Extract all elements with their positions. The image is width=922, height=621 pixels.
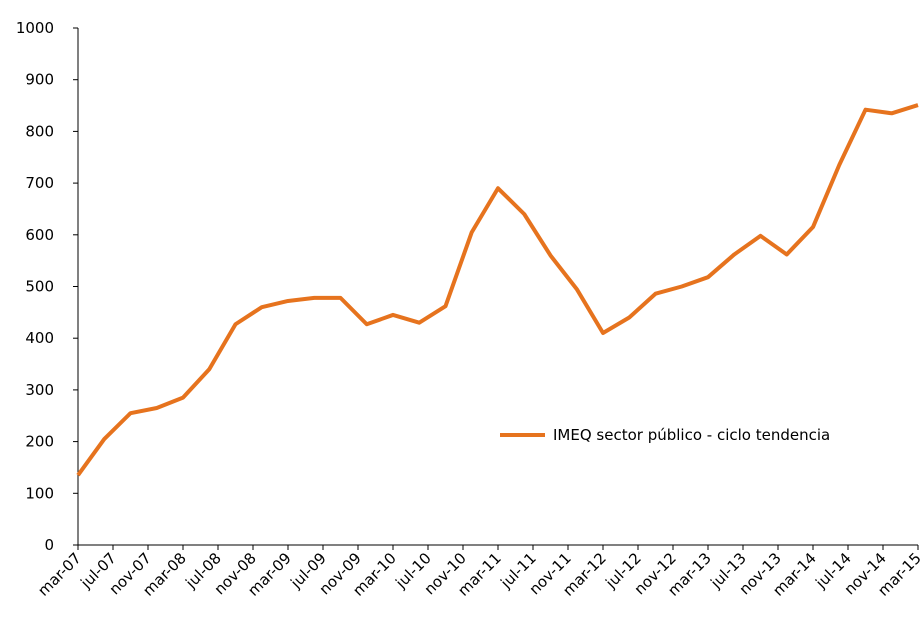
y-tick-label: 800 (25, 122, 54, 140)
legend-label: IMEQ sector público - ciclo tendencia (553, 426, 830, 444)
y-tick-label: 900 (25, 71, 54, 89)
y-tick-label: 300 (25, 381, 54, 399)
y-tick-label: 400 (25, 329, 54, 347)
y-tick-label: 200 (25, 433, 54, 451)
x-tick-label: mar-07 (34, 549, 85, 600)
y-tick-label: 100 (25, 484, 54, 502)
y-tick-label: 600 (25, 226, 54, 244)
y-tick-label: 1000 (16, 19, 54, 37)
y-tick-label: 700 (25, 174, 54, 192)
line-series (76, 103, 919, 477)
y-tick-label: 500 (25, 278, 54, 296)
y-tick-label: 0 (44, 536, 54, 554)
